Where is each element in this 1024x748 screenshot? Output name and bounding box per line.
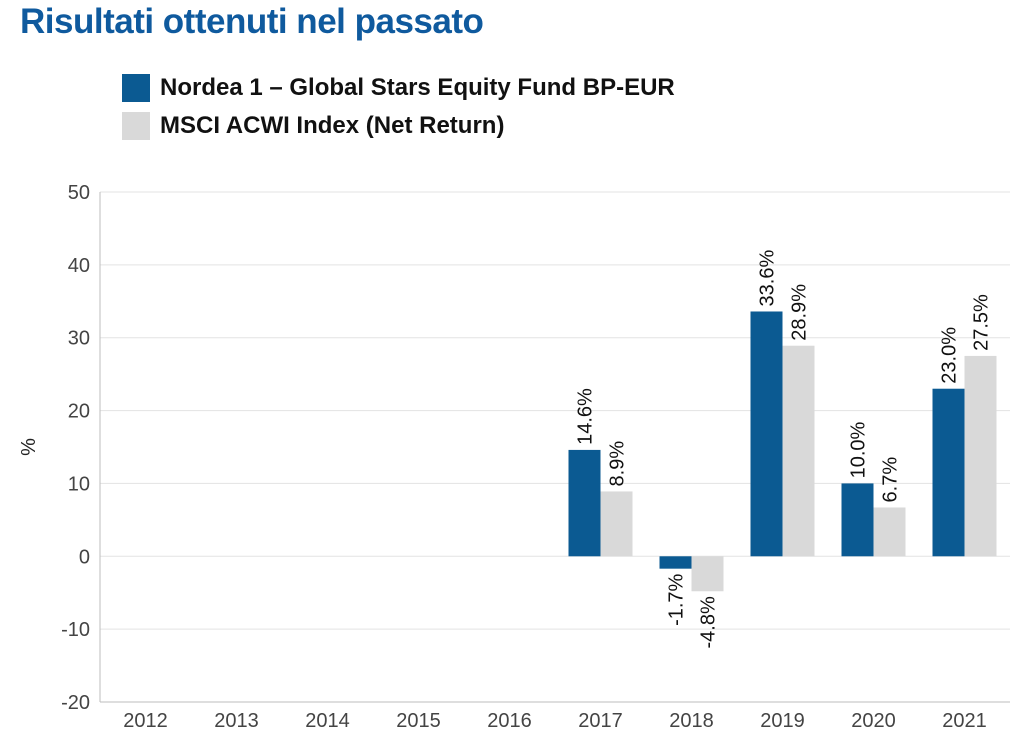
data-label: 27.5% bbox=[971, 294, 993, 351]
legend-swatch-index bbox=[122, 112, 150, 140]
legend-label-index: MSCI ACWI Index (Net Return) bbox=[160, 112, 505, 139]
x-tick-label: 2016 bbox=[487, 710, 532, 732]
x-tick-label: 2021 bbox=[942, 710, 987, 732]
y-axis-label: % bbox=[18, 438, 40, 456]
x-tick-label: 2020 bbox=[851, 710, 896, 732]
x-tick-label: 2017 bbox=[578, 710, 623, 732]
legend-swatch-fund bbox=[122, 74, 150, 102]
data-label: 23.0% bbox=[939, 327, 961, 384]
y-tick-label: 50 bbox=[68, 182, 90, 204]
data-label: 6.7% bbox=[880, 457, 902, 503]
x-tick-label: 2014 bbox=[305, 710, 350, 732]
data-label: 8.9% bbox=[607, 441, 629, 487]
data-label: -1.7% bbox=[666, 573, 688, 625]
x-tick-label: 2012 bbox=[123, 710, 168, 732]
data-label: 10.0% bbox=[848, 422, 870, 479]
y-tick-label: 30 bbox=[68, 328, 90, 350]
bar-index bbox=[691, 556, 724, 592]
y-tick-label: -10 bbox=[61, 619, 90, 641]
legend: Nordea 1 – Global Stars Equity Fund BP-E… bbox=[122, 70, 675, 146]
data-label: -4.8% bbox=[698, 596, 720, 648]
bar-index bbox=[964, 355, 997, 557]
data-label: 28.9% bbox=[789, 284, 811, 341]
bar-fund bbox=[568, 449, 601, 557]
data-label: 14.6% bbox=[575, 388, 597, 445]
x-tick-label: 2019 bbox=[760, 710, 805, 732]
legend-item-fund: Nordea 1 – Global Stars Equity Fund BP-E… bbox=[122, 70, 675, 106]
y-tick-label: 0 bbox=[79, 546, 90, 568]
x-tick-label: 2015 bbox=[396, 710, 441, 732]
bar-index bbox=[873, 507, 906, 557]
chart-title: Risultati ottenuti nel passato bbox=[20, 2, 484, 41]
x-tick-label: 2013 bbox=[214, 710, 259, 732]
x-tick-label: 2018 bbox=[669, 710, 714, 732]
y-tick-label: -20 bbox=[61, 692, 90, 714]
bar-index bbox=[600, 491, 633, 557]
y-tick-label: 20 bbox=[68, 401, 90, 423]
bar-fund bbox=[841, 483, 874, 557]
legend-item-index: MSCI ACWI Index (Net Return) bbox=[122, 108, 675, 144]
bar-fund bbox=[932, 388, 965, 557]
data-label: 33.6% bbox=[757, 250, 779, 307]
y-tick-label: 10 bbox=[68, 473, 90, 495]
bar-index bbox=[782, 345, 815, 557]
legend-label-fund: Nordea 1 – Global Stars Equity Fund BP-E… bbox=[160, 74, 675, 101]
y-tick-label: 40 bbox=[68, 255, 90, 277]
bar-fund bbox=[750, 311, 783, 557]
bar-fund bbox=[659, 556, 692, 569]
